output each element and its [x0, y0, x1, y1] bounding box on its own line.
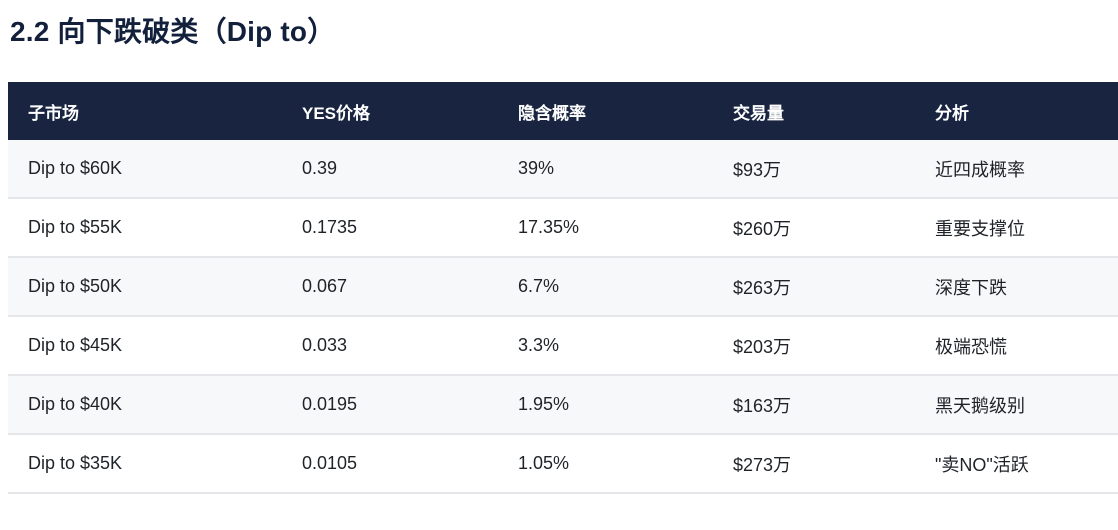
table-cell: 极端恐慌 — [915, 316, 1118, 376]
table-cell: 重要支撑位 — [915, 198, 1118, 258]
table-cell: Dip to $35K — [8, 434, 282, 494]
table-header-row: 子市场 YES价格 隐含概率 交易量 分析 — [8, 82, 1118, 140]
table-body: Dip to $60K 0.39 39% $93万 近四成概率 Dip to $55K 0.… — [8, 140, 1118, 494]
column-header: YES价格 — [302, 103, 371, 123]
table-cell: $203万 — [713, 316, 915, 376]
table-row: Dip to $55K 0.1735 17.35% $260万 重要支撑位 — [8, 198, 1118, 258]
dip-to-table: 子市场 YES价格 隐含概率 交易量 分析 Dip to $60K 0.39 39% $93万… — [8, 82, 1118, 494]
table-cell: Dip to $60K — [8, 140, 282, 199]
table-cell: 1.95% — [498, 375, 713, 435]
table-cell: 0.39 — [282, 140, 498, 199]
table-cell: "卖NO"活跃 — [915, 434, 1118, 494]
table-cell: 6.7% — [498, 257, 713, 317]
column-header: 交易量 — [733, 103, 784, 123]
table-cell: 深度下跌 — [915, 257, 1118, 317]
table-cell: $163万 — [713, 375, 915, 435]
table-cell: $260万 — [713, 198, 915, 258]
column-header: 隐含概率 — [518, 103, 586, 123]
table-cell: 3.3% — [498, 316, 713, 376]
table-cell: $263万 — [713, 257, 915, 317]
table-row: Dip to $60K 0.39 39% $93万 近四成概率 — [8, 140, 1118, 199]
table-row: Dip to $45K 0.033 3.3% $203万 极端恐慌 — [8, 316, 1118, 376]
table-cell: Dip to $45K — [8, 316, 282, 376]
table-cell: 1.05% — [498, 434, 713, 494]
table-cell: $273万 — [713, 434, 915, 494]
table-row: Dip to $50K 0.067 6.7% $263万 深度下跌 — [8, 257, 1118, 317]
table-cell: Dip to $50K — [8, 257, 282, 317]
column-header: 分析 — [935, 103, 969, 123]
table-cell: 17.35% — [498, 198, 713, 258]
table-cell: 近四成概率 — [915, 140, 1118, 199]
table-cell: 黑天鹅级别 — [915, 375, 1118, 435]
column-header: 子市场 — [28, 103, 79, 123]
table-cell: 0.067 — [282, 257, 498, 317]
table-cell: Dip to $55K — [8, 198, 282, 258]
table-cell: Dip to $40K — [8, 375, 282, 435]
table-cell: 0.033 — [282, 316, 498, 376]
table-cell: 0.0105 — [282, 434, 498, 494]
section-title: 2.2 向下跌破类（Dip to） — [10, 16, 336, 47]
table-cell: $93万 — [713, 140, 915, 199]
table-cell: 0.0195 — [282, 375, 498, 435]
table-row: Dip to $35K 0.0105 1.05% $273万 "卖NO"活跃 — [8, 434, 1118, 494]
table-cell: 0.1735 — [282, 198, 498, 258]
table-row: Dip to $40K 0.0195 1.95% $163万 黑天鹅级别 — [8, 375, 1118, 435]
table-cell: 39% — [498, 140, 713, 199]
table-head: 子市场 YES价格 隐含概率 交易量 分析 — [8, 82, 1118, 140]
